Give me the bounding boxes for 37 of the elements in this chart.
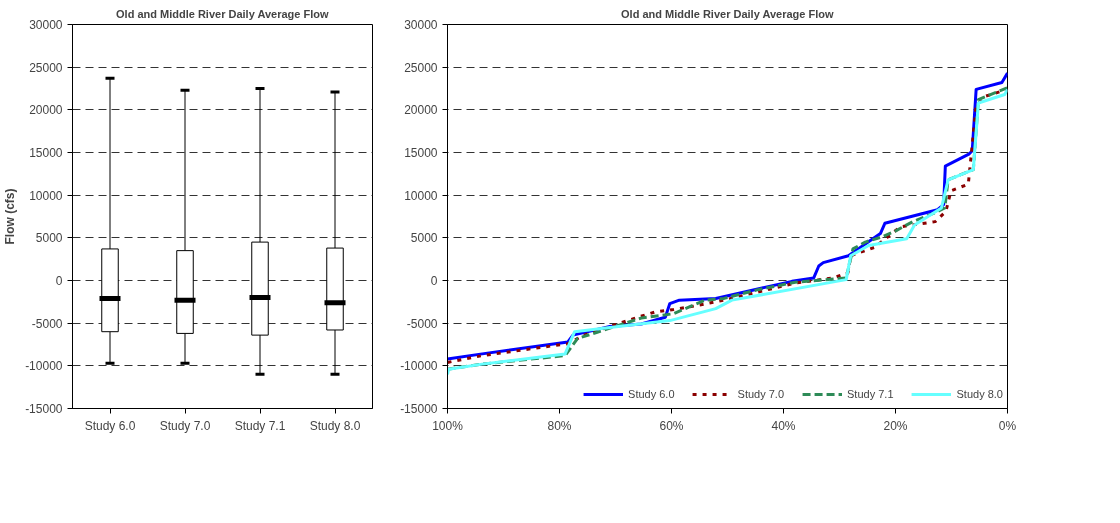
y-tick-label: 0 [430,274,438,288]
y-tick-label: 25000 [404,60,438,75]
chart-title: Old and Middle River Daily Average Flow [621,7,834,20]
y-tick-label: -15000 [25,402,63,416]
x-tick-label: 0% [998,418,1017,433]
y-tick-label: 10000 [404,188,438,203]
y-tick-label: 10000 [29,188,63,203]
y-tick-label: -10000 [400,359,438,374]
x-tick-label: Study 7.0 [159,418,211,433]
y-tick-label: 25000 [29,60,63,75]
x-tick-label: 20% [883,418,908,433]
y-tick-label: 20000 [29,103,63,118]
y-tick-label: 15000 [404,146,438,160]
x-tick-label: Study 8.0 [309,418,361,433]
y-tick-label: 0 [55,274,63,288]
y-axis-title: Flow (cfs) [3,188,18,245]
y-tick-label: 30000 [404,18,438,32]
x-tick-label: 80% [547,418,572,433]
y-tick-label: -15000 [400,402,438,416]
y-tick-label: 30000 [29,18,63,32]
x-tick-label: 60% [659,418,684,433]
x-tick-label: 40% [771,418,796,433]
y-tick-label: 5000 [410,231,438,246]
legend-label: Study 8.0 [956,388,1003,400]
x-tick-label: 100% [432,418,464,433]
y-tick-label: 20000 [404,103,438,118]
y-tick-label: 15000 [29,146,63,160]
y-tick-label: 5000 [35,231,63,246]
legend-label: Study 7.0 [737,388,785,400]
x-tick-label: Study 7.1 [234,418,286,433]
legend-label: Study 7.1 [847,388,894,400]
chart-title: Old and Middle River Daily Average Flow [116,7,329,20]
y-tick-label: -10000 [25,359,63,374]
x-tick-label: Study 6.0 [84,418,136,433]
y-tick-label: -5000 [31,316,63,331]
y-tick-label: -5000 [406,316,438,331]
legend-label: Study 6.0 [628,388,675,400]
